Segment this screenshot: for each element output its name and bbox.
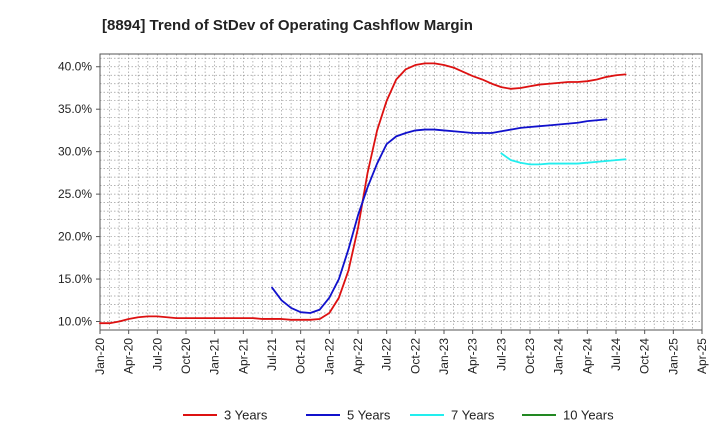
plot-border xyxy=(99,53,703,331)
x-tick-label: Jul-23 xyxy=(494,338,508,371)
x-tick-label: Oct-23 xyxy=(523,338,537,374)
x-tick-label: Apr-24 xyxy=(580,338,594,374)
x-tick-label: Oct-22 xyxy=(408,338,422,374)
y-tick-label: 20.0% xyxy=(58,230,92,244)
x-tick-label: Jul-20 xyxy=(150,338,164,371)
legend-label: 10 Years xyxy=(563,408,614,423)
x-tick-label: Jul-22 xyxy=(380,338,394,371)
x-tick-label: Jul-21 xyxy=(265,338,279,371)
legend-label: 7 Years xyxy=(451,408,495,423)
chart-title: [8894] Trend of StDev of Operating Cashf… xyxy=(102,17,473,34)
legend-label: 3 Years xyxy=(224,408,268,423)
y-tick-label: 10.0% xyxy=(58,315,92,329)
x-tick-label: Jan-22 xyxy=(322,338,336,375)
plot-area xyxy=(100,54,702,330)
x-tick-label: Jan-21 xyxy=(208,338,222,375)
x-tick-label: Oct-20 xyxy=(179,338,193,374)
legend-label: 5 Years xyxy=(347,408,391,423)
x-tick-label: Oct-21 xyxy=(294,338,308,374)
x-tick-label: Jan-25 xyxy=(666,338,680,375)
series-line-7-years xyxy=(500,152,627,166)
x-tick-label: Oct-24 xyxy=(638,338,652,374)
x-tick-label: Apr-23 xyxy=(466,338,480,374)
x-tick-label: Apr-20 xyxy=(122,338,136,374)
x-tick-label: Jan-24 xyxy=(552,338,566,375)
x-tick-label: Jul-24 xyxy=(609,338,623,371)
y-tick-label: 25.0% xyxy=(58,187,92,201)
x-tick-label: Apr-22 xyxy=(351,338,365,374)
y-tick-label: 30.0% xyxy=(58,145,92,159)
x-tick-label: Jan-20 xyxy=(93,338,107,375)
y-tick-label: 35.0% xyxy=(58,102,92,116)
y-tick-label: 40.0% xyxy=(58,60,92,74)
y-tick-label: 15.0% xyxy=(58,272,92,286)
x-tick-label: Jan-23 xyxy=(437,338,451,375)
series-line-5-years xyxy=(271,118,608,314)
x-tick-label: Apr-21 xyxy=(236,338,250,374)
x-tick-label: Apr-25 xyxy=(695,338,709,374)
